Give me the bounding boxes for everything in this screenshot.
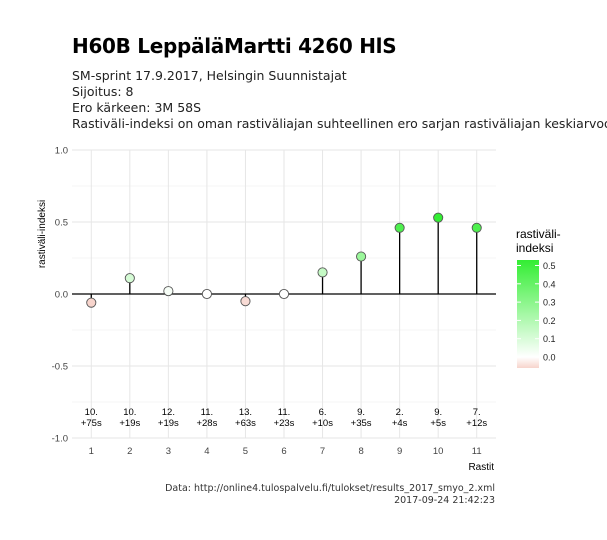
caption-timestamp: 2017-09-24 21:42:23	[394, 495, 495, 506]
annotation-rank: 9.	[434, 407, 442, 418]
legend-tick-label: 0.4	[543, 279, 556, 289]
annotation-rank: 11.	[201, 407, 214, 418]
x-tick-label: 2	[127, 446, 132, 457]
x-tick-label: 5	[243, 446, 248, 457]
data-point	[201, 288, 212, 300]
x-tick-label: 10	[433, 446, 444, 457]
x-tick-label: 11	[472, 446, 482, 457]
legend-title-line-1: rastiväli-	[516, 227, 561, 241]
data-point	[471, 222, 482, 233]
subtitle-line-2: Sijoitus: 8	[72, 84, 134, 99]
y-tick-label: -1.0	[52, 434, 68, 445]
annotation-rank: 11.	[278, 407, 291, 418]
x-tick-label: 3	[166, 446, 171, 457]
legend-tick-label: 0.2	[543, 316, 556, 326]
annotation-diff: +23s	[274, 418, 295, 429]
annotation-diff: +4s	[392, 418, 408, 429]
chart-title: H60B LeppäläMartti 4260 HlS	[72, 34, 397, 58]
y-tick-label: 1.0	[55, 146, 68, 157]
x-axis-title: Rastit	[468, 462, 494, 473]
subtitle-line-1: SM-sprint 17.9.2017, Helsingin Suunnista…	[72, 68, 347, 83]
annotation-diff: +19s	[119, 418, 140, 429]
y-tick-label: -0.5	[52, 362, 68, 373]
caption-data-source: Data: http://online4.tulospalvelu.fi/tul…	[165, 483, 495, 494]
y-axis-title: rastiväli-indeksi	[37, 200, 48, 268]
annotation-diff: +63s	[235, 418, 256, 429]
data-point	[433, 212, 444, 223]
annotation-rank: 2.	[396, 407, 404, 418]
x-tick-label: 1	[89, 446, 94, 457]
subtitle-line-3: Ero kärkeen: 3M 58S	[72, 100, 202, 115]
data-point	[240, 296, 251, 307]
legend-tick-label: 0.0	[543, 353, 556, 363]
annotation-rank: 10.	[85, 407, 98, 418]
annotation-rank: 13.	[239, 407, 252, 418]
y-tick-label: 0.0	[55, 290, 68, 301]
data-point	[163, 286, 174, 297]
legend-colorbar	[517, 260, 539, 368]
subtitle-line-4: Rastiväli-indeksi on oman rastiväliajan …	[72, 116, 607, 131]
data-point	[124, 273, 135, 284]
x-tick-label: 4	[204, 446, 209, 457]
legend-tick-label: 0.1	[543, 334, 556, 344]
y-tick-label: 0.5	[55, 218, 68, 229]
annotation-diff: +10s	[312, 418, 333, 429]
legend-tick-label: 0.3	[543, 298, 556, 308]
annotation-rank: 10.	[123, 407, 136, 418]
data-point	[317, 267, 328, 278]
annotation-diff: +19s	[158, 418, 179, 429]
data-point	[394, 222, 405, 233]
annotation-diff: +75s	[81, 418, 102, 429]
annotation-rank: 6.	[319, 407, 327, 418]
annotation-rank: 9.	[357, 407, 365, 418]
data-point	[86, 297, 97, 308]
annotation-rank: 7.	[473, 407, 481, 418]
annotation-diff: +5s	[430, 418, 446, 429]
legend-tick-label: 0.5	[543, 261, 556, 271]
data-point	[278, 288, 290, 300]
x-tick-label: 8	[358, 446, 363, 457]
x-tick-label: 9	[397, 446, 402, 457]
annotation-diff: +35s	[351, 418, 372, 429]
x-tick-label: 7	[320, 446, 325, 457]
data-point	[356, 251, 367, 262]
annotation-diff: +12s	[466, 418, 487, 429]
annotation-diff: +28s	[196, 418, 217, 429]
annotation-rank: 12.	[162, 407, 175, 418]
legend-title-line-2: indeksi	[516, 241, 553, 255]
x-tick-label: 6	[281, 446, 286, 457]
